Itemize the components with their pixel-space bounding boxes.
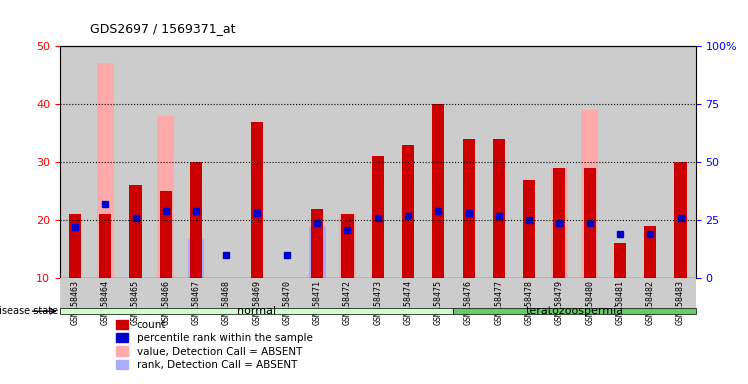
Bar — [551, 168, 568, 278]
Bar — [160, 191, 172, 278]
Text: GSM158482: GSM158482 — [646, 280, 654, 325]
Text: GSM158477: GSM158477 — [494, 280, 503, 325]
Bar — [402, 145, 414, 278]
Bar — [372, 156, 384, 278]
Bar — [574, 278, 605, 314]
Text: GDS2697 / 1569371_at: GDS2697 / 1569371_at — [90, 22, 236, 35]
Bar — [332, 278, 363, 314]
Bar — [554, 168, 565, 278]
Text: GSM158472: GSM158472 — [343, 280, 352, 325]
Bar — [158, 116, 174, 278]
Bar — [302, 278, 332, 314]
Bar — [251, 122, 263, 278]
Text: GSM158463: GSM158463 — [70, 280, 79, 325]
Bar — [605, 278, 635, 314]
Bar — [635, 46, 666, 278]
Bar — [190, 162, 202, 278]
Text: GSM158471: GSM158471 — [313, 280, 322, 325]
Bar — [90, 278, 120, 314]
Bar — [393, 46, 423, 278]
Bar — [675, 162, 687, 278]
Bar — [614, 243, 626, 278]
Bar — [120, 46, 150, 278]
Bar — [453, 46, 484, 278]
Bar — [484, 46, 514, 278]
Text: GSM158468: GSM158468 — [222, 280, 231, 325]
Bar — [644, 226, 656, 278]
Text: GSM158470: GSM158470 — [283, 280, 292, 325]
Bar — [339, 214, 356, 278]
Bar — [120, 278, 150, 314]
Bar — [272, 278, 302, 314]
Text: GSM158481: GSM158481 — [616, 280, 625, 325]
Bar — [341, 214, 354, 278]
Bar — [150, 46, 181, 278]
Bar — [363, 46, 393, 278]
Text: GSM158476: GSM158476 — [464, 280, 473, 325]
Bar — [635, 278, 666, 314]
Text: teratozoospermia: teratozoospermia — [526, 306, 624, 316]
Bar — [211, 46, 242, 278]
Bar — [242, 46, 272, 278]
Text: GSM158474: GSM158474 — [403, 280, 412, 325]
Bar — [181, 46, 211, 278]
Bar — [69, 214, 81, 278]
Bar — [242, 278, 272, 314]
Text: GSM158483: GSM158483 — [676, 280, 685, 325]
Bar — [129, 185, 141, 278]
Bar — [309, 226, 325, 278]
Bar — [150, 278, 181, 314]
Text: GSM158479: GSM158479 — [555, 280, 564, 325]
Bar — [60, 46, 90, 278]
Bar — [211, 278, 242, 314]
Text: GSM158464: GSM158464 — [101, 280, 110, 325]
Bar — [462, 139, 475, 278]
Bar — [545, 278, 574, 314]
Bar — [605, 46, 635, 278]
Bar — [545, 46, 574, 278]
Bar — [523, 180, 535, 278]
Text: GSM158467: GSM158467 — [191, 280, 200, 325]
Bar — [581, 110, 598, 278]
Bar — [453, 308, 696, 314]
Text: GSM158478: GSM158478 — [524, 280, 533, 325]
Bar — [60, 278, 90, 314]
Bar — [666, 278, 696, 314]
Bar — [332, 46, 363, 278]
Bar — [60, 308, 453, 314]
Bar — [432, 104, 444, 278]
Bar — [583, 168, 595, 278]
Bar — [514, 46, 545, 278]
Text: GSM158475: GSM158475 — [434, 280, 443, 325]
Bar — [363, 278, 393, 314]
Bar — [97, 63, 114, 278]
Bar — [423, 46, 453, 278]
Bar — [272, 46, 302, 278]
Text: normal: normal — [237, 306, 276, 316]
Bar — [90, 46, 120, 278]
Text: GSM158466: GSM158466 — [162, 280, 171, 325]
Bar — [493, 139, 505, 278]
Text: GSM158473: GSM158473 — [373, 280, 382, 325]
Bar — [666, 46, 696, 278]
Bar — [311, 209, 323, 278]
Bar — [574, 46, 605, 278]
Bar — [188, 239, 204, 278]
Bar — [181, 278, 211, 314]
Bar — [514, 278, 545, 314]
Text: GSM158469: GSM158469 — [252, 280, 261, 325]
Bar — [453, 278, 484, 314]
Bar — [99, 214, 111, 278]
Text: disease state: disease state — [0, 306, 58, 316]
Bar — [309, 227, 325, 278]
Bar — [423, 278, 453, 314]
Legend: count, percentile rank within the sample, value, Detection Call = ABSENT, rank, : count, percentile rank within the sample… — [116, 319, 313, 370]
Bar — [302, 46, 332, 278]
Text: GSM158465: GSM158465 — [131, 280, 140, 325]
Text: GSM158480: GSM158480 — [585, 280, 594, 325]
Bar — [484, 278, 514, 314]
Bar — [393, 278, 423, 314]
